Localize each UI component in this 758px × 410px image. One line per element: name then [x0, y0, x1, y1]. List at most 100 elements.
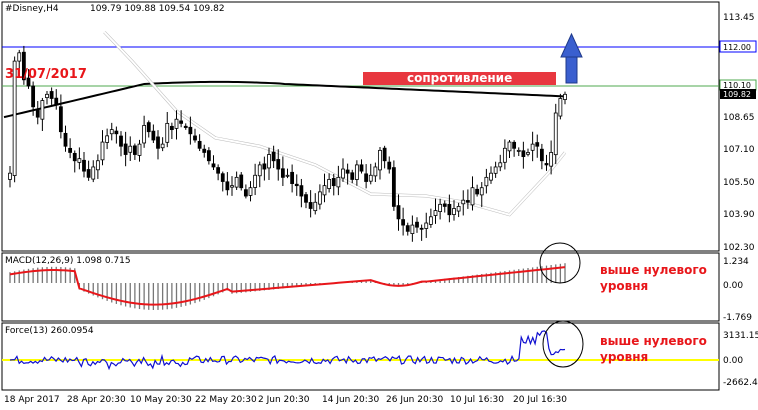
- candle-body: [465, 200, 470, 203]
- current-price-tag: [720, 89, 756, 99]
- time-label: 2 Jun 20:30: [258, 395, 310, 405]
- candle-body: [216, 167, 221, 174]
- symbol-header: #Disney,H4: [5, 4, 59, 14]
- candle-body: [331, 178, 336, 187]
- candle-body: [317, 191, 322, 205]
- candle-body: [507, 141, 512, 152]
- candle-body: [415, 221, 419, 228]
- candle-body: [188, 126, 193, 135]
- candle-body: [475, 188, 480, 195]
- candle-body: [493, 166, 498, 174]
- candle-body: [35, 108, 40, 118]
- candle-body: [387, 161, 392, 170]
- candle-body: [31, 85, 36, 108]
- candle-body: [146, 122, 151, 133]
- candle-body: [290, 171, 295, 184]
- candle-body: [267, 154, 271, 169]
- candle-body: [77, 158, 82, 163]
- candle-body: [391, 167, 396, 207]
- candle-body: [304, 194, 308, 203]
- candle-body: [142, 125, 147, 144]
- force-panel: [1, 322, 720, 391]
- candle-body: [86, 169, 91, 178]
- price-tick: 108.65: [723, 113, 755, 123]
- macd-note-line2: уровня: [600, 279, 648, 293]
- time-label: 18 Apr 2017: [4, 395, 60, 405]
- price-axis: 113.45 108.65 107.10 105.50 103.90 102.3…: [723, 13, 755, 253]
- candle-body: [489, 172, 493, 181]
- candle-body: [345, 169, 350, 174]
- resistance-box: [363, 72, 556, 85]
- candle-body: [132, 145, 137, 155]
- ohlc-readout: 109.79 109.88 109.54 109.82: [90, 4, 225, 14]
- macd-highlight-circle: [539, 242, 581, 284]
- candle-body: [280, 168, 285, 178]
- candle-body: [179, 120, 184, 124]
- candle-body: [95, 160, 100, 171]
- candle-body: [183, 125, 188, 128]
- candle-body: [308, 202, 313, 209]
- candle-body: [12, 60, 17, 176]
- slow-moving-average: [3, 80, 566, 119]
- force-line: [9, 330, 566, 371]
- candle-body: [165, 122, 170, 143]
- time-label: 28 Apr 20:30: [67, 395, 126, 405]
- price-tick: 103.90: [723, 210, 755, 220]
- candle-body: [206, 150, 211, 162]
- candle-body: [336, 176, 341, 188]
- candle-body: [484, 176, 489, 187]
- candle-body: [424, 222, 429, 229]
- candle-body: [100, 141, 105, 161]
- candle-body: [128, 145, 133, 153]
- time-axis: 18 Apr 2017 28 Apr 20:30 10 May 20:30 22…: [4, 395, 567, 405]
- candle-body: [553, 112, 558, 156]
- candle-body: [498, 162, 503, 168]
- candle-body: [322, 185, 327, 196]
- candle-body: [248, 187, 253, 196]
- candle-body: [58, 106, 63, 133]
- candle-body: [225, 181, 230, 191]
- candle-body: [262, 163, 267, 170]
- time-label: 10 Jul 16:30: [450, 395, 504, 405]
- candle-body: [563, 93, 567, 100]
- macd-tick: 1.234: [723, 257, 749, 267]
- resistance-label: сопротивление: [407, 71, 512, 85]
- time-label: 22 May 20:30: [195, 395, 257, 405]
- price-panel: [1, 1, 720, 252]
- price-tick: 102.30: [723, 243, 755, 253]
- force-tick: -2662.42: [723, 378, 758, 388]
- candle-body: [17, 52, 22, 62]
- candle-body: [396, 205, 401, 220]
- candle-body: [114, 130, 119, 135]
- candle-body: [359, 164, 364, 172]
- force-tick: 3131.154: [723, 331, 758, 341]
- force-label: Force(13) 260.0954: [5, 326, 94, 336]
- blue-level-tag: [719, 40, 757, 53]
- candle-body: [526, 152, 530, 155]
- candle-body: [239, 174, 244, 189]
- candle-body: [271, 151, 276, 162]
- candle-body: [202, 148, 207, 153]
- candle-body: [26, 77, 31, 87]
- candle-body: [109, 129, 114, 135]
- force-tick: 0.00: [723, 356, 743, 366]
- candle-body: [456, 206, 461, 212]
- macd-tick: 0.00: [723, 281, 743, 291]
- candle-body: [294, 183, 299, 187]
- candle-body: [82, 159, 86, 172]
- candle-body: [151, 130, 156, 141]
- candle-body: [368, 174, 373, 182]
- candle-body: [123, 143, 128, 155]
- candle-body: [276, 159, 281, 170]
- candle-body: [502, 147, 507, 163]
- candle-body: [119, 135, 123, 147]
- candle-body: [169, 125, 174, 131]
- candle-body: [45, 93, 49, 99]
- candle-body: [438, 203, 443, 212]
- candle-body: [401, 219, 406, 226]
- candle-body: [428, 216, 433, 225]
- force-highlight-circle: [542, 320, 584, 368]
- candle-body: [461, 199, 466, 205]
- candle-body: [137, 143, 142, 156]
- date-annotation: 31/07/2017: [5, 67, 87, 82]
